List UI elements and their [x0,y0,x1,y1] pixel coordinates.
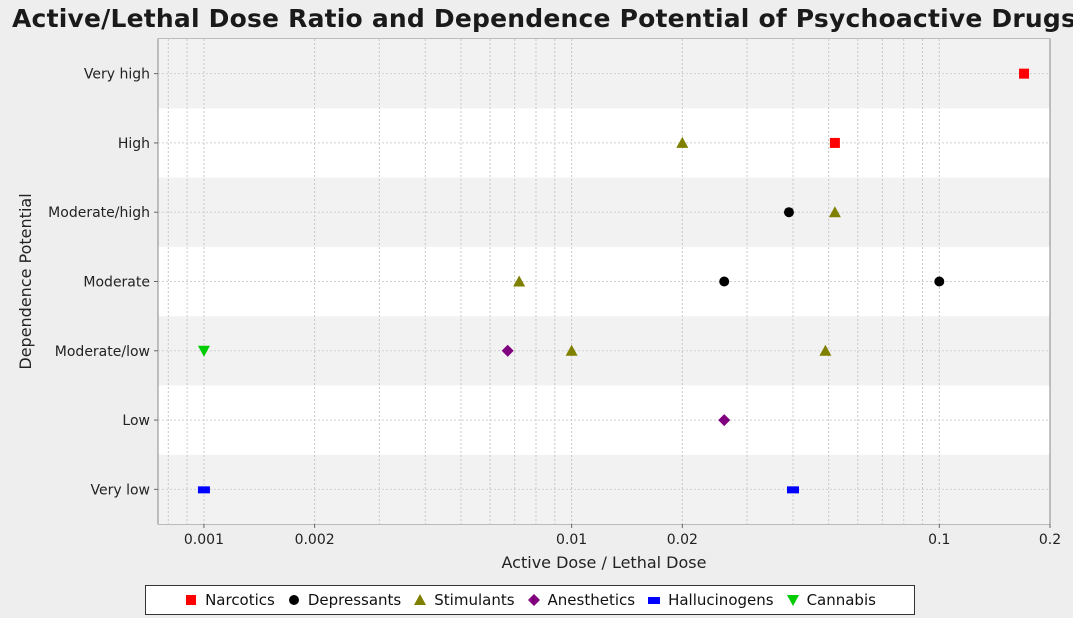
y-axis-ticks: Very low Low Moderate/low Moderate Moderate/… [48,67,158,498]
hallucinogens-point [786,486,799,494]
legend-item-anesthetics: Anesthetics [527,591,636,609]
narcotics-point [829,137,840,148]
x-axis-title: Active Dose / Lethal Dose [502,553,707,572]
legend-label: Cannabis [806,591,876,609]
legend-marker [414,594,427,605]
legend-label: Stimulants [434,591,515,609]
legend-item-narcotics: Narcotics [184,591,275,609]
y-tick-label: High [118,136,150,152]
y-tick-label: Moderate/high [48,205,150,221]
x-tick-label: 0.002 [295,532,335,548]
legend-marker [186,595,197,605]
depressants-point [934,276,945,287]
legend-swatch [288,595,299,605]
depressants-point [783,207,794,218]
y-tick-label: Very high [84,67,150,83]
stimulants-point [828,206,841,218]
x-tick-label: 0.02 [667,532,698,548]
anesthetics-point [718,414,731,427]
legend-swatch [414,594,427,605]
hallucinogens-point [197,486,210,494]
legend-label: Anesthetics [547,591,636,609]
legend-label: Narcotics [205,591,275,609]
y-tick-label: Low [122,413,150,429]
legend-item-stimulants: Stimulants [413,591,515,609]
x-tick-label: 0.01 [556,532,587,548]
legend-marker [288,595,299,605]
legend-swatch [186,595,197,605]
legend-label: Depressants [307,591,402,609]
stimulants-point [565,344,578,356]
stimulants-point [513,275,526,287]
legend-item-depressants: Depressants [287,591,401,609]
legend-marker [648,597,661,604]
x-tick-label: 0.1 [928,532,950,548]
depressants-point [719,276,730,287]
legend-swatch [527,594,540,606]
chart-title: Active/Lethal Dose Ratio and Dependence … [12,4,1073,33]
data-points [197,68,1030,494]
x-tick-label: 0.001 [184,532,224,548]
legend-swatch [648,597,661,604]
legend-label: Hallucinogens [668,591,774,609]
legend-marker [527,594,540,606]
legend-swatch [786,595,799,606]
stimulants-point [676,136,689,148]
cannabis-point [197,345,210,357]
y-tick-label: Very low [91,482,151,498]
y-grid-lines [158,73,1050,490]
y-tick-label: Moderate [83,275,150,291]
legend-item-hallucinogens: Hallucinogens [647,591,774,609]
legend-item-cannabis: Cannabis [786,591,876,609]
stimulants-point [819,344,832,356]
narcotics-point [1019,68,1030,79]
x-tick-label: 0.2 [1039,532,1061,548]
x-grid-lines [167,39,940,524]
anesthetics-point [501,344,514,357]
legend-marker [786,595,799,606]
legend: Narcotics Depressants Stimulants Anesthetic… [145,585,915,615]
y-tick-label: Moderate/low [55,344,150,360]
x-axis-ticks: 0.001 0.002 0.01 0.02 0.1 0.2 [184,524,1061,548]
y-axis-title: Dependence Potential [16,193,35,369]
